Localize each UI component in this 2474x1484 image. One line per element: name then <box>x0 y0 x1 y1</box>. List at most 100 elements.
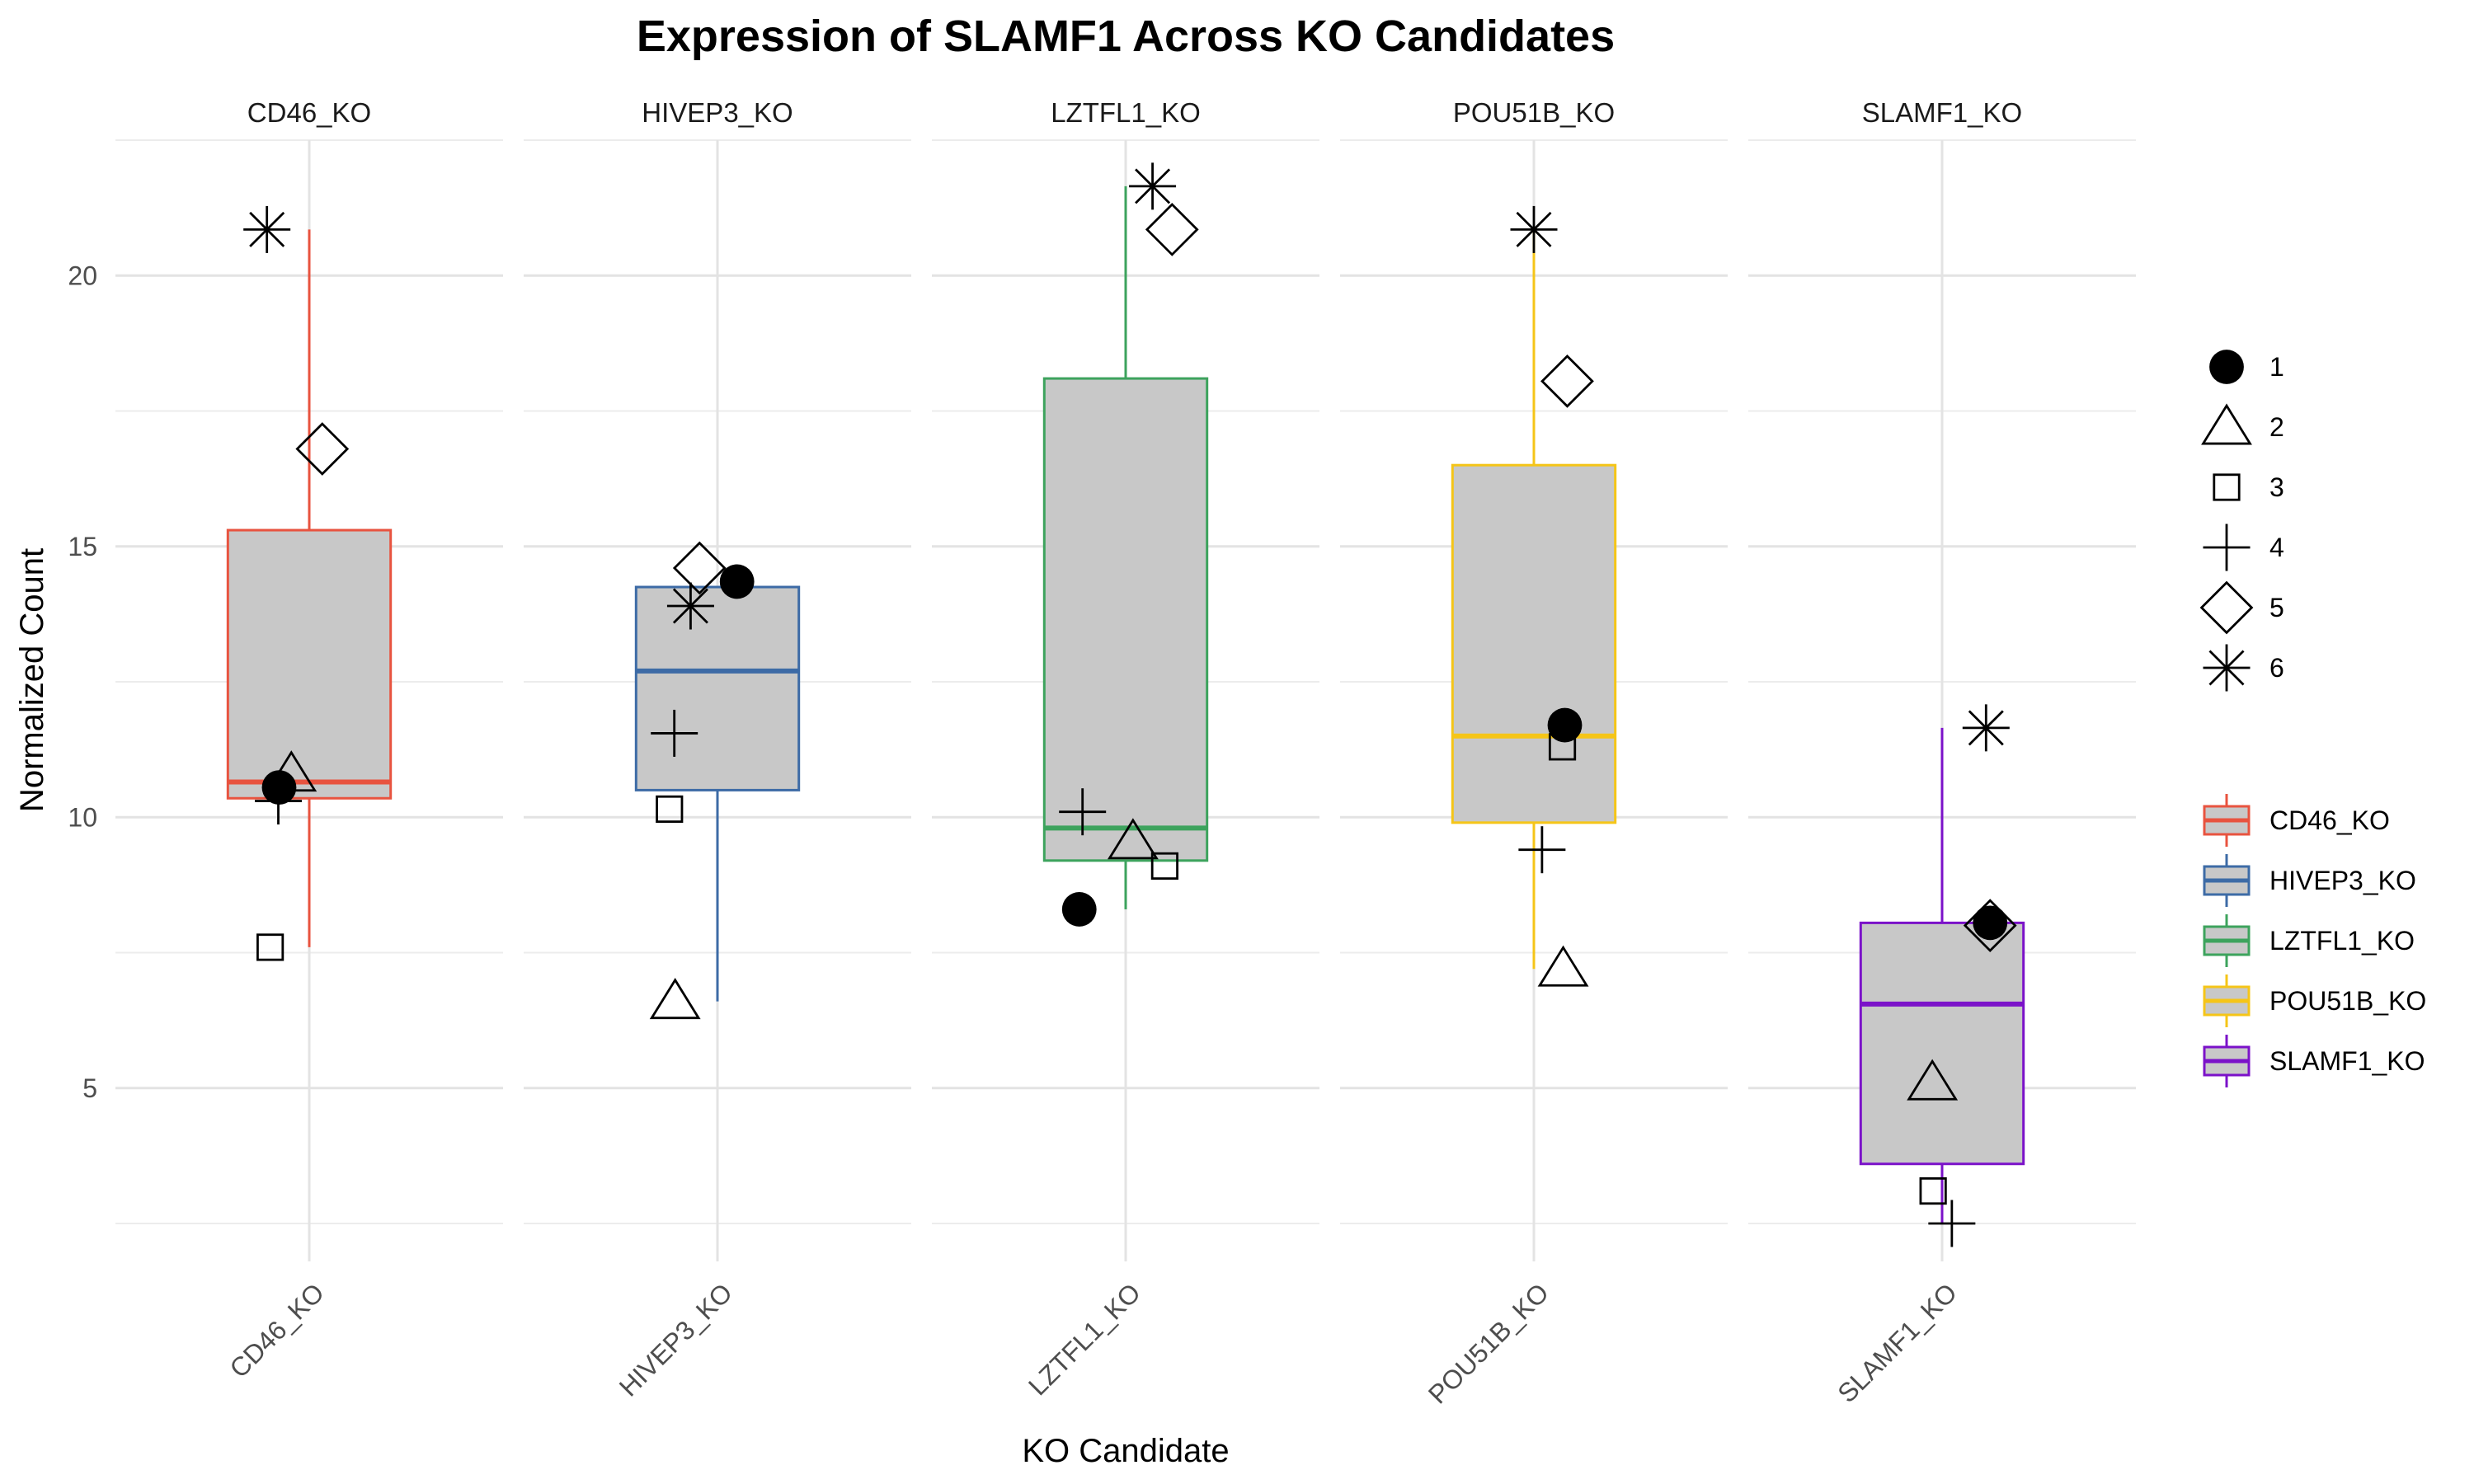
boxplot <box>1451 229 1617 970</box>
point-sample-2 <box>1107 818 1159 860</box>
legend-label: 2 <box>2269 412 2284 442</box>
legend-label: 6 <box>2269 653 2284 683</box>
legend-shape-open-square <box>2213 473 2241 501</box>
legend-label: 1 <box>2269 352 2284 382</box>
point-sample-1 <box>1547 707 1583 743</box>
facet-panel-slamf1-ko: SLAMF1_KO SLAMF1_KO <box>1748 97 2136 1408</box>
facet-panel-cd46-ko: CD46_KO CD46_KO <box>115 97 503 1383</box>
point-sample-1 <box>719 564 755 599</box>
point-sample-2 <box>1537 945 1589 987</box>
point-sample-2 <box>1907 1059 1959 1101</box>
point-sample-3 <box>256 933 285 961</box>
boxplot <box>1042 186 1209 909</box>
boxplot <box>226 229 393 947</box>
box-iqr <box>226 528 393 800</box>
legend-shape-plus <box>2203 524 2251 571</box>
x-tick-label: POU51B_KO <box>1423 1277 1554 1409</box>
point-sample-5 <box>1540 354 1594 408</box>
facet-panel-hivep3-ko: HIVEP3_KO HIVEP3_KO <box>524 97 911 1402</box>
y-axis-title: Normalized Count <box>14 548 50 812</box>
boxplot <box>1859 727 2025 1224</box>
shape-legend-entry-5: 5 <box>2199 580 2284 635</box>
fill-legend-entry-slamf1-ko: SLAMF1_KO <box>2203 1035 2425 1087</box>
fill-legend-entry-lztfl1-ko: LZTFL1_KO <box>2203 914 2415 967</box>
x-axis-title: KO Candidate <box>1022 1433 1229 1469</box>
ast-d2 <box>1516 211 1552 247</box>
legend-shape-filled-circle <box>2209 350 2244 384</box>
point-sample-4 <box>1059 788 1107 836</box>
legend-label: CD46_KO <box>2269 805 2390 835</box>
legend-label: 4 <box>2269 533 2284 562</box>
point-sample-6 <box>1510 205 1558 253</box>
shape-legend-entry-4: 4 <box>2203 524 2284 571</box>
box-iqr <box>634 585 801 791</box>
shape-legend-entry-3: 3 <box>2213 472 2284 502</box>
facet-strip-label: HIVEP3_KO <box>642 97 793 128</box>
facet-strip-label: SLAMF1_KO <box>1862 97 2022 128</box>
legend-label: SLAMF1_KO <box>2269 1046 2425 1076</box>
box-iqr <box>1859 921 2025 1166</box>
facet-panel-lztfl1-ko: LZTFL1_KO LZTFL1_KO <box>932 97 1319 1401</box>
point-sample-3 <box>1150 852 1178 880</box>
x-tick-label: SLAMF1_KO <box>1832 1277 1963 1408</box>
ast-d2 <box>1135 168 1171 204</box>
facet-strip-label: POU51B_KO <box>1453 97 1615 128</box>
box-iqr <box>1451 463 1617 824</box>
point-sample-5 <box>672 541 727 595</box>
fill-legend-entry-pou51b-ko: POU51B_KO <box>2203 974 2426 1027</box>
point-sample-6 <box>666 582 714 630</box>
y-axis: 5 10 15 20 <box>68 261 97 1103</box>
point-sample-3 <box>1548 733 1577 761</box>
point-sample-5 <box>1145 203 1199 256</box>
legend-label: HIVEP3_KO <box>2269 866 2416 895</box>
ast-d2 <box>672 588 708 624</box>
point-sample-2 <box>266 750 317 792</box>
ast-d2 <box>249 211 285 247</box>
legend-shape-open-diamond <box>2199 580 2254 635</box>
point-sample-2 <box>649 978 701 1020</box>
facets-layer: CD46_KO CD46_KO HIVEP3_KO HIVEP3_KO LZTFL1_K… <box>115 97 2136 1410</box>
point-sample-4 <box>651 709 698 757</box>
point-sample-3 <box>656 795 684 824</box>
point-sample-4 <box>1518 826 1566 874</box>
point-sample-6 <box>243 205 291 253</box>
fill-legend-entry-cd46-ko: CD46_KO <box>2203 794 2390 847</box>
y-tick-label: 5 <box>82 1073 97 1103</box>
shape-legend-entry-2: 2 <box>2201 403 2284 445</box>
legend-shape-asterisk <box>2203 644 2251 692</box>
x-tick-label: HIVEP3_KO <box>614 1277 738 1402</box>
x-tick-label: LZTFL1_KO <box>1023 1277 1146 1401</box>
point-sample-1 <box>1973 905 2008 941</box>
legend-label: 5 <box>2269 593 2284 622</box>
point-sample-6 <box>1962 704 2010 752</box>
legend-label: POU51B_KO <box>2269 986 2426 1016</box>
fill-legend-entry-hivep3-ko: HIVEP3_KO <box>2203 854 2416 907</box>
facet-strip-label: CD46_KO <box>247 97 371 128</box>
shape-legend-entry-6: 6 <box>2203 644 2284 692</box>
box-iqr <box>1042 377 1209 862</box>
y-tick-label: 15 <box>68 532 97 561</box>
point-sample-1 <box>1061 892 1097 927</box>
y-tick-label: 10 <box>68 802 97 832</box>
point-sample-5 <box>295 422 350 476</box>
point-sample-6 <box>1129 162 1177 210</box>
facet-panel-pou51b-ko: POU51B_KO POU51B_KO <box>1340 97 1728 1410</box>
point-sample-5 <box>1963 899 2017 953</box>
point-sample-4 <box>1928 1200 1976 1247</box>
y-tick-label: 20 <box>68 261 97 290</box>
point-sample-3 <box>1919 1176 1947 1205</box>
facet-strip-label: LZTFL1_KO <box>1051 97 1201 128</box>
boxplot <box>634 585 801 1002</box>
point-sample-4 <box>254 777 302 825</box>
legend: 1 2 3 4 5 6 CD46_KO HIVEP3_KO LZTFL1_KO POU51B_KO… <box>2199 350 2426 1087</box>
x-tick-label: CD46_KO <box>223 1277 330 1383</box>
legend-shape-open-triangle <box>2201 403 2252 445</box>
legend-label: LZTFL1_KO <box>2269 926 2415 956</box>
ast-d2 <box>1968 710 2004 746</box>
shape-legend-entry-1: 1 <box>2209 350 2284 384</box>
ast-d2 <box>2208 650 2245 686</box>
legend-label: 3 <box>2269 472 2284 502</box>
chart-title: Expression of SLAMF1 Across KO Candidate… <box>637 12 1615 61</box>
